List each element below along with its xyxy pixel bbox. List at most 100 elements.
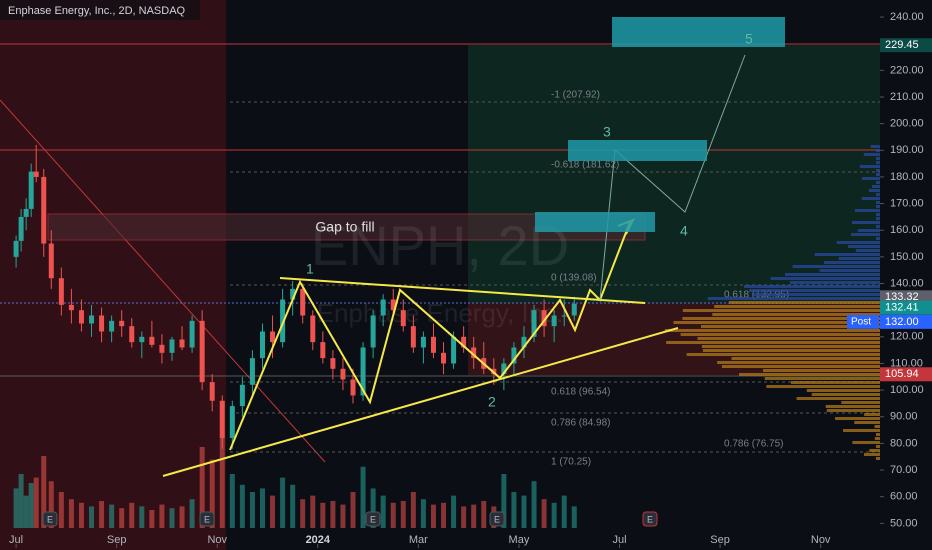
volume-bar [380,495,386,528]
profile-bar [854,209,880,212]
volume-bar [189,499,195,528]
gap-label: Gap to fill [315,219,374,235]
earnings-label: E [47,514,53,524]
candle-body [350,379,356,396]
profile-bar [876,181,880,184]
volume-bar [481,501,487,528]
profile-bar [863,153,880,156]
volume-bar [109,504,115,528]
candle-body [99,315,105,332]
profile-bar [790,381,880,384]
candle-body [461,336,467,348]
volume-bar [68,499,74,528]
candle-body [320,342,326,359]
volume-bar [320,502,326,528]
axes: 50.0060.0070.0080.0090.00100.00110.00120… [9,11,932,548]
x-tick-label: Nov [811,534,831,546]
post-value: 132.00 [885,316,919,328]
x-tick-label: Jul [9,534,23,546]
candle-body [159,344,165,353]
profile-bar [876,205,880,208]
y-tick-label: 210.00 [890,91,924,103]
candle-body [41,176,47,244]
profile-bar [876,433,880,436]
profile-bar [850,233,880,236]
candle-body [33,171,39,177]
profile-bar [752,293,880,296]
triangle-bottom [162,327,679,477]
profile-bar [841,401,880,404]
candle-body [561,315,567,317]
candle-body [340,368,346,380]
candle-body [471,347,477,359]
profile-bar [859,165,880,168]
volume-bar [441,502,447,528]
candle-body [89,315,95,324]
earnings-marker [199,511,215,527]
volume-bar [13,488,19,528]
profile-bar [838,257,880,260]
profile-bar [739,373,880,376]
volume-bar [511,492,517,528]
volume-bar [571,506,577,528]
chart-title: Enphase Energy, Inc., 2D, NASDAQ [8,5,186,17]
profile-bar [876,173,880,176]
x-tick-label: May [509,534,530,546]
wave-label: 3 [603,124,611,140]
candle-body [209,382,215,401]
title-bg [0,0,200,20]
candle-body [28,171,34,209]
earnings-marker [489,511,505,527]
profile-bar [792,265,880,268]
profile-bar [811,393,880,396]
candle-body [199,320,205,383]
wave-label: 4 [680,223,688,239]
profile-bar [697,337,880,340]
profile-bar [876,213,880,216]
profile-bar [861,177,880,180]
candle-body [310,315,316,343]
candle-body [360,347,366,396]
volume-bar [330,501,336,528]
profile-bar [814,253,880,256]
price-tag [880,367,932,382]
profile-bar [874,425,880,428]
volume-bar [310,495,316,528]
volume-profile [664,145,880,460]
candle-body [380,299,386,316]
candle-body [370,315,376,348]
profile-bar [876,201,880,204]
volume-bar [390,502,396,528]
profile-bar [876,225,880,228]
fib-label: -1 (207.92) [551,90,600,101]
profile-bar [712,313,880,316]
shaded-zone [0,0,226,550]
volume-bar [28,483,34,528]
profile-bar [682,317,880,320]
volume-bar [119,508,125,528]
profile-bar [876,237,880,240]
profile-bar [870,145,880,148]
profile-bar [855,249,880,252]
candle-body [300,288,306,316]
fib-label: 0.786 (84.98) [551,418,611,429]
y-tick-label: 100.00 [890,384,924,396]
fib-label: 0 (139.08) [551,273,597,284]
target-zone [468,45,880,303]
profile-bar [819,269,880,272]
y-tick-label: 90.00 [890,411,918,423]
candle-body [189,320,195,348]
earnings-marker [365,511,381,527]
candle-body [330,358,336,369]
earnings-marker [642,511,658,527]
profile-bar [876,169,880,172]
profile-bar [766,385,880,388]
candle-body [18,216,24,241]
profile-bar [843,429,880,432]
profile-bar [673,321,880,324]
y-tick-label: 150.00 [890,251,924,263]
volume-bar [410,492,416,528]
profile-bar [707,297,880,300]
profile-bar [749,289,880,292]
